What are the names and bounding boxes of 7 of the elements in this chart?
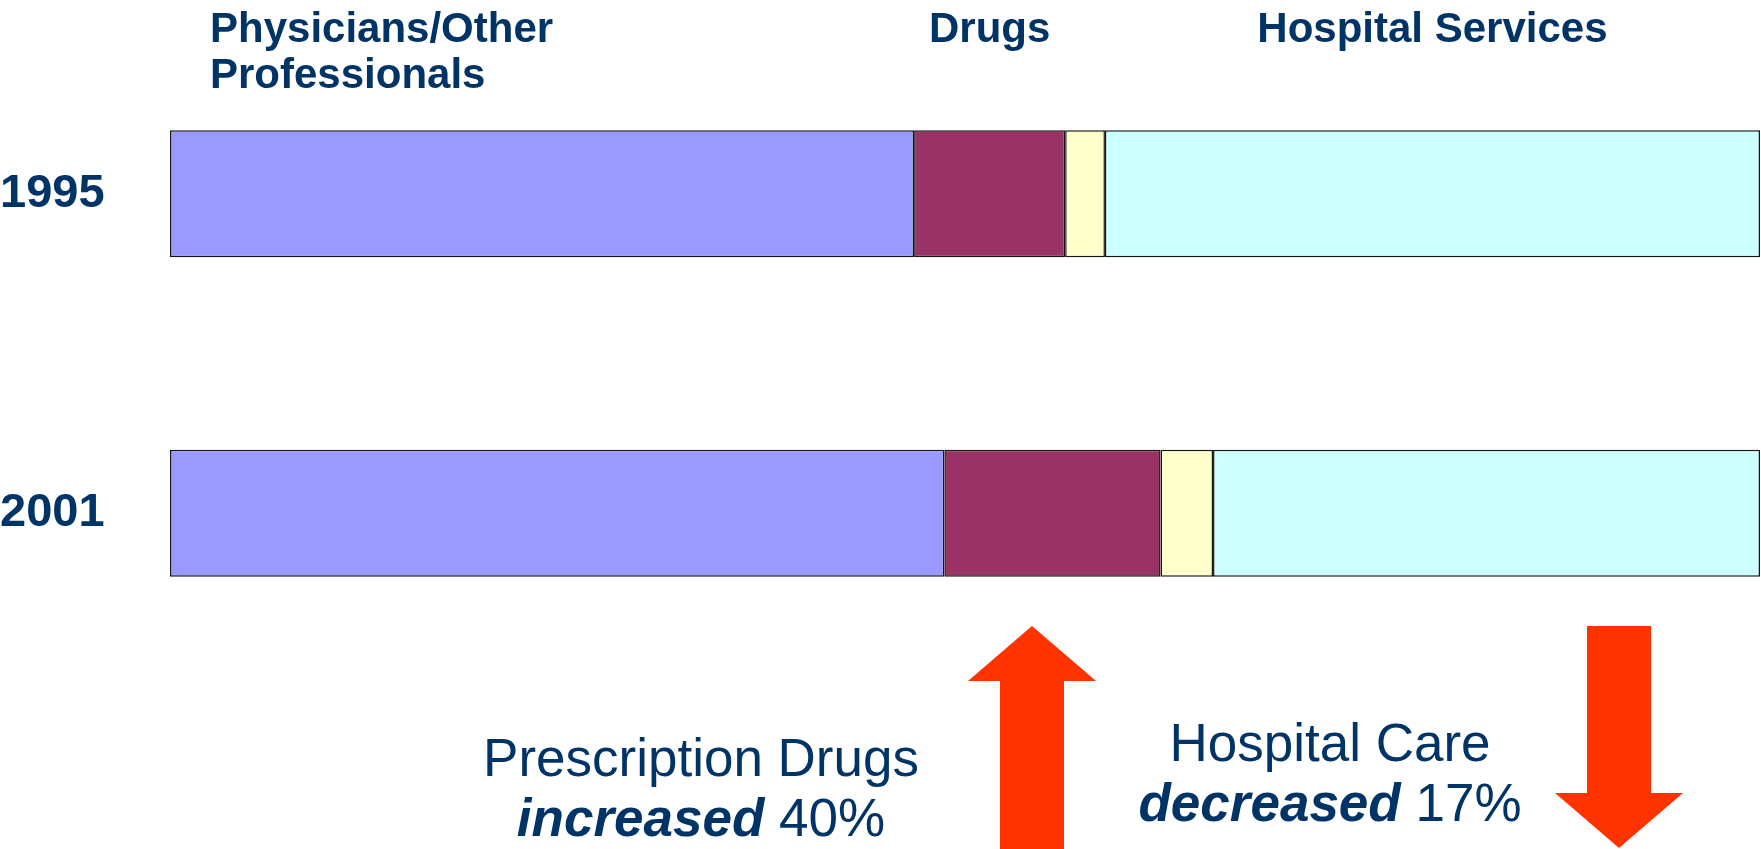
y-tick-label: 2001 <box>0 483 105 537</box>
y-tick-label: 1995 <box>0 163 105 217</box>
series-label: Physicians/Other Professionals <box>210 4 555 97</box>
series-label: Hospital Services <box>1257 4 1608 51</box>
text: Hospital Care decreased 17% <box>1138 713 1522 833</box>
series-label: Drugs <box>928 4 1051 51</box>
text: Prescription Drugs increased 40% <box>483 728 919 848</box>
